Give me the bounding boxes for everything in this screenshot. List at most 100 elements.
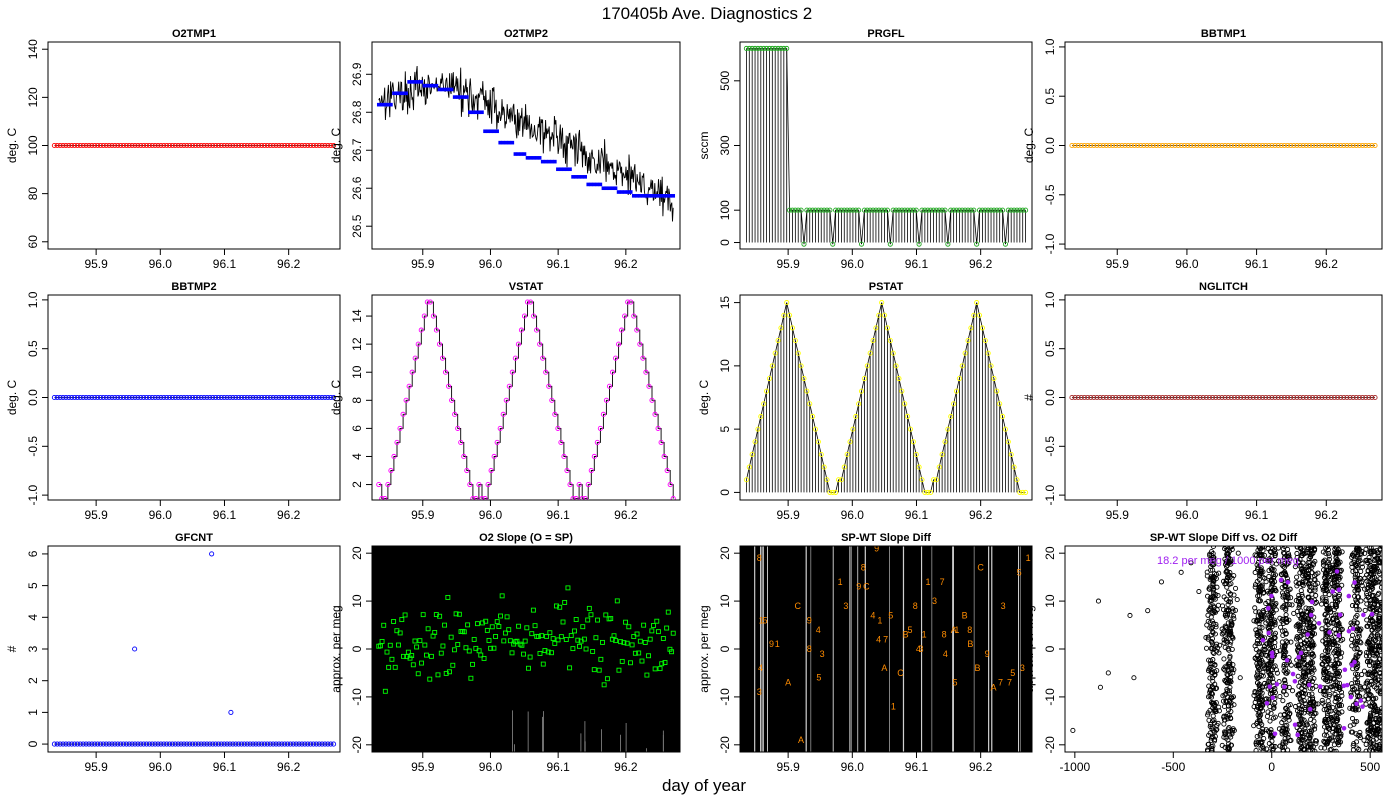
data-point [1377, 709, 1382, 716]
data-point [1222, 644, 1228, 651]
data-point [1363, 653, 1369, 659]
data-point [807, 401, 813, 407]
data-point [939, 207, 945, 213]
data-point [850, 426, 856, 432]
data-point [1258, 568, 1264, 574]
data-point [1230, 727, 1236, 733]
data-point [1238, 394, 1244, 401]
data-point [549, 650, 554, 656]
data-point [1280, 689, 1287, 695]
data-point [1301, 717, 1307, 723]
data-point [1288, 595, 1294, 601]
data-point [1260, 726, 1266, 732]
data-point [512, 355, 518, 361]
average-point [525, 156, 530, 160]
data-point [230, 394, 236, 401]
data-point [1131, 142, 1138, 149]
y-tick-label: 140 [26, 39, 40, 59]
data-point [1374, 621, 1380, 627]
y-axis-label: # [1022, 394, 1036, 401]
data-point [669, 649, 675, 655]
data-point [965, 338, 971, 344]
data-point [97, 741, 104, 747]
data-point [1371, 730, 1377, 736]
panel-title: O2TMP1 [172, 28, 216, 40]
y-tick-label: -1.0 [1043, 233, 1057, 254]
data-point [1310, 550, 1316, 556]
average-point [413, 80, 417, 84]
y-tick-label: -0.5 [1043, 184, 1057, 205]
data-point [1200, 142, 1206, 149]
data-point [873, 325, 879, 331]
point-label: 4 [816, 625, 821, 635]
x-tick-label: 96.2 [277, 508, 301, 522]
data-point [1300, 560, 1306, 566]
data-point [1235, 142, 1241, 149]
data-point [1363, 394, 1369, 401]
data-point [391, 619, 397, 624]
data-point [467, 482, 473, 488]
data-point [1128, 394, 1134, 401]
data-point [1282, 677, 1288, 683]
x-tick-label: 96.0 [149, 508, 173, 522]
data-point [72, 394, 78, 401]
point-label: 4 [876, 634, 881, 644]
data-point [670, 630, 676, 636]
y-tick-label: 26.8 [350, 100, 364, 124]
data-point [821, 464, 827, 470]
data-point [651, 623, 656, 628]
data-point [997, 401, 1003, 407]
data-point [468, 675, 474, 681]
data-point [1008, 451, 1014, 457]
data-point [902, 401, 908, 407]
data-point [1181, 142, 1187, 149]
data-point [166, 142, 173, 149]
average-point [483, 129, 487, 134]
point-label: 8 [967, 625, 972, 635]
data-point [1374, 659, 1381, 665]
data-point [642, 640, 648, 645]
data-point [161, 142, 167, 149]
average-point [653, 194, 657, 198]
average-point [501, 140, 506, 145]
data-point [215, 394, 222, 401]
data-point [1081, 394, 1088, 401]
data-point [123, 741, 129, 747]
data-point [379, 638, 385, 644]
data-point [1367, 606, 1373, 612]
data-point [1356, 631, 1362, 637]
average-point [553, 159, 557, 164]
data-point [438, 650, 444, 656]
data-point [1275, 142, 1281, 149]
data-point [224, 394, 230, 401]
data-point [841, 207, 847, 213]
data-point [1326, 562, 1332, 568]
data-point [1328, 394, 1334, 401]
average-point [489, 129, 493, 134]
point-label: C [897, 668, 904, 678]
data-point [509, 369, 515, 375]
data-point [515, 341, 521, 347]
highlight-point [1336, 633, 1341, 638]
data-point [60, 142, 66, 149]
plot-area [51, 142, 337, 149]
data-point [115, 142, 121, 149]
average-point [425, 83, 430, 88]
y-tick-label: 1.0 [26, 291, 40, 308]
data-point [1358, 568, 1364, 575]
data-point [310, 741, 316, 747]
x-tick-label: 96.0 [149, 257, 173, 271]
data-point [57, 741, 63, 747]
data-point [1232, 585, 1239, 591]
data-point [844, 451, 850, 457]
data-point [1205, 593, 1211, 599]
data-point [1310, 744, 1316, 750]
data-point [1265, 728, 1271, 734]
data-point [1375, 618, 1381, 624]
data-point [1274, 670, 1280, 676]
data-point [1310, 623, 1316, 629]
data-point [69, 741, 75, 747]
data-point [600, 639, 605, 645]
data-point [1270, 621, 1276, 627]
data-point [1284, 602, 1290, 608]
